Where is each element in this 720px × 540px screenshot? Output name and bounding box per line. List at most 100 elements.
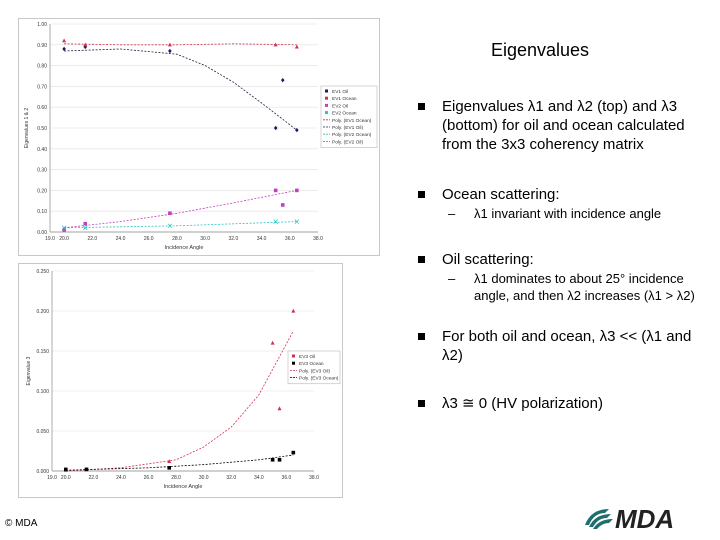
x-tick-label: 20.0 [61,475,71,481]
x-tick-label: 36.0 [285,236,295,242]
x-tick-label: 24.0 [116,236,126,242]
legend-label: Poly. (EV1 Ocean) [332,118,372,124]
data-point [83,42,88,47]
mda-logo: MDA [585,504,674,533]
data-point [168,211,172,216]
data-point [82,225,88,231]
x-tick-label: 30.0 [199,475,209,481]
data-point [295,188,299,193]
trendline [65,330,294,472]
bullet-marker [418,191,425,198]
copyright-notice: © MDA [5,518,38,529]
legend-label: EV2 Ocean [332,111,357,117]
x-tick-label: 32.0 [229,236,239,242]
bullet-text: Oil scattering: [442,251,534,268]
y-tick-label: 1.00 [37,22,47,28]
x-tick-label: 32.0 [226,475,236,481]
data-point [280,77,285,83]
data-point [168,48,172,54]
y-axis-label: Eigenvalue 3 [26,356,32,385]
bullet-item: λ3 ≅ 0 (HV polarization) [418,394,710,413]
legend-label: EV3 Oil [299,354,315,360]
data-point [63,467,68,472]
x-tick-label: 19.0 [45,236,55,242]
legend-box [320,85,378,148]
y-tick-label: 0.80 [37,64,47,70]
data-point [62,228,66,232]
data-point [62,46,66,52]
y-tick-label: 0.70 [37,84,47,90]
bullet-marker [418,333,425,340]
bullet-text: Ocean scattering: [442,186,560,203]
x-tick-label: 22.0 [87,236,97,242]
legend-label: EV1 Oil [332,89,348,95]
y-tick-label: 0.20 [37,188,47,194]
sub-bullet-text: λ1 invariant with incidence angle [474,206,662,221]
data-point [291,450,296,455]
legend-swatch [325,103,328,107]
y-tick-label: 0.000 [36,469,49,475]
chart-svg: 0.00 0.10 0.20 0.30 0.40 0.50 0.60 0.70 0.80 0.90… [18,18,380,256]
data-point [62,38,67,43]
y-tick-label: 0.00 [37,230,47,236]
y-tick-label: 0.90 [37,43,47,49]
data-point [277,458,282,462]
legend-swatch [325,89,328,93]
y-tick-label: 0.50 [37,126,47,132]
bullet-text: Eigenvalues λ1 and λ2 (top) and λ3 (bott… [442,98,685,153]
data-point [167,42,172,47]
bullet-item: Oil scattering: – λ1 dominates to about … [418,250,710,303]
data-point [273,188,278,193]
legend-label: EV2 Oil [332,103,348,109]
y-tick-label: 0.40 [37,147,47,153]
legend-label: Poly. (EV1 Oil) [332,125,364,131]
legend-swatch [325,96,328,100]
y-tick-label: 0.150 [36,349,49,355]
sub-bullet-dash: – [448,206,456,221]
x-tick-label: 20.0 [59,236,69,242]
sub-bullet-text: λ1 dominates to about 25° incidence angl… [474,271,695,303]
x-tick-label: 30.0 [200,236,210,242]
legend-swatch [292,354,295,358]
x-tick-label: 26.0 [144,236,154,242]
legend-label: EV1 Ocean [332,96,357,102]
chart-frame [18,18,380,256]
data-point [270,458,275,462]
y-tick-label: 0.200 [36,309,49,315]
data-point [273,219,278,224]
y-tick-label: 0.60 [37,105,47,111]
eigenvalue-3-chart: 0.000 0.050 0.100 0.150 0.200 0.250 19.0 20.0 22… [18,263,343,498]
data-point [270,340,275,345]
sub-bullet-dash: – [448,271,456,286]
data-point [294,44,299,49]
legend-label: Poly. (EV2 Ocean) [332,132,372,138]
slide-title: Eigenvalues [490,40,590,60]
legend-label: EV3 Ocean [299,361,324,367]
data-point [273,42,278,47]
y-tick-label: 0.10 [37,209,47,215]
x-tick-label: 38.0 [313,236,323,242]
bullet-text: For both oil and ocean, λ3 << (λ1 and λ2… [442,328,692,364]
trendline [64,221,297,229]
bullet-item: Eigenvalues λ1 and λ2 (top) and λ3 (bott… [418,97,710,154]
data-point [295,127,299,133]
trendline [64,190,297,229]
data-point [291,308,296,313]
data-point [277,406,282,411]
chart-svg: 0.000 0.050 0.100 0.150 0.200 0.250 19.0 20.0 22… [18,263,343,498]
x-tick-label: 28.0 [172,236,182,242]
x-tick-label: 38.0 [309,475,319,481]
data-point [61,225,67,231]
x-tick-label: 24.0 [116,475,126,481]
trendline [64,43,297,46]
legend-swatch [292,361,295,365]
x-tick-label: 26.0 [144,475,154,481]
data-point [83,221,88,226]
legend-swatch [325,111,328,115]
mda-logo-swoosh-icon [585,509,613,529]
eigenvalues-1-2-chart: 0.00 0.10 0.20 0.30 0.40 0.50 0.60 0.70 0.80 0.90… [18,18,380,256]
sub-bullet-item: – λ1 dominates to about 25° incidence an… [448,270,710,304]
x-tick-label: 34.0 [254,475,264,481]
y-tick-label: 0.250 [36,269,49,275]
trendline [65,454,294,471]
